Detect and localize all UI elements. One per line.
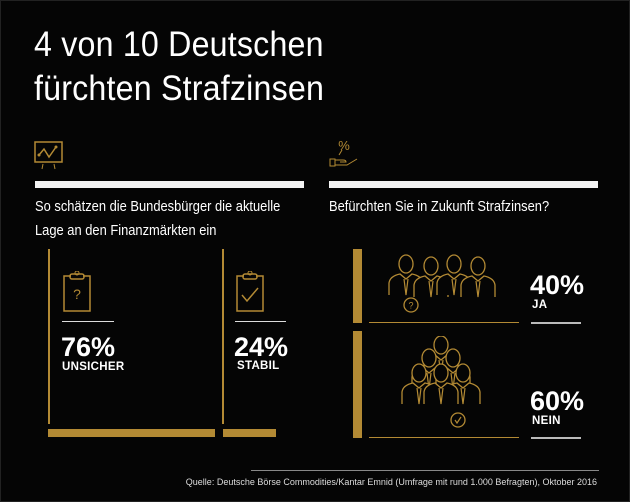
presentation-chart-icon [34, 141, 63, 170]
svg-text:?: ? [73, 286, 81, 302]
clipboard-question-icon: ? [63, 271, 91, 312]
divider-ja [369, 322, 519, 323]
page-title: 4 von 10 Deutschen fürchten Strafzinsen [34, 23, 324, 111]
divider-stabil [235, 321, 286, 322]
section-divider-right [329, 181, 598, 188]
clipboard-check-icon [236, 271, 264, 312]
label-nein: NEIN [532, 415, 561, 427]
section-divider-left [35, 181, 304, 188]
label-unsicher: UNSICHER [62, 361, 125, 373]
label-stabil: STABIL [237, 360, 280, 372]
underline-nein [531, 437, 581, 439]
people-question-icon: ? [388, 254, 496, 313]
label-ja: JA [532, 299, 548, 311]
people-check-icon [401, 336, 481, 428]
percent-ja: 40% [530, 270, 585, 300]
axis-line-stabil [222, 249, 224, 424]
right-question: Befürchten Sie in Zukunft Strafzinsen? [329, 198, 550, 215]
percent-stabil: 24% [234, 332, 289, 362]
percent-unsicher: 76% [61, 332, 116, 362]
axis-line-unsicher [48, 249, 50, 424]
person-icon [460, 256, 496, 298]
svg-text:?: ? [408, 301, 413, 311]
left-question: So schätzen die Bundesbürger die aktuell… [35, 195, 280, 243]
marker-ja [353, 249, 362, 323]
percent-nein: 60% [530, 386, 585, 416]
title-line-1: 4 von 10 Deutschen [34, 25, 324, 64]
person-icon [423, 363, 459, 405]
percent-hand-icon: % [329, 138, 358, 167]
marker-nein [353, 331, 362, 438]
source-note: Quelle: Deutsche Börse Commodities/Kanta… [185, 477, 597, 487]
left-question-line-2: Lage an den Finanzmärkten ein [35, 222, 217, 239]
left-question-line-1: So schätzen die Bundesbürger die aktuell… [35, 198, 281, 215]
question-badge-icon: ? [403, 297, 419, 313]
check-badge-icon [450, 412, 466, 428]
footer-divider [251, 470, 599, 471]
svg-text:%: % [338, 138, 350, 153]
divider-unsicher [62, 321, 114, 322]
underline-ja [531, 322, 581, 324]
bar-stabil [223, 429, 276, 437]
bar-unsicher [48, 429, 216, 437]
divider-nein [369, 437, 519, 438]
title-line-2: fürchten Strafzinsen [34, 69, 325, 108]
